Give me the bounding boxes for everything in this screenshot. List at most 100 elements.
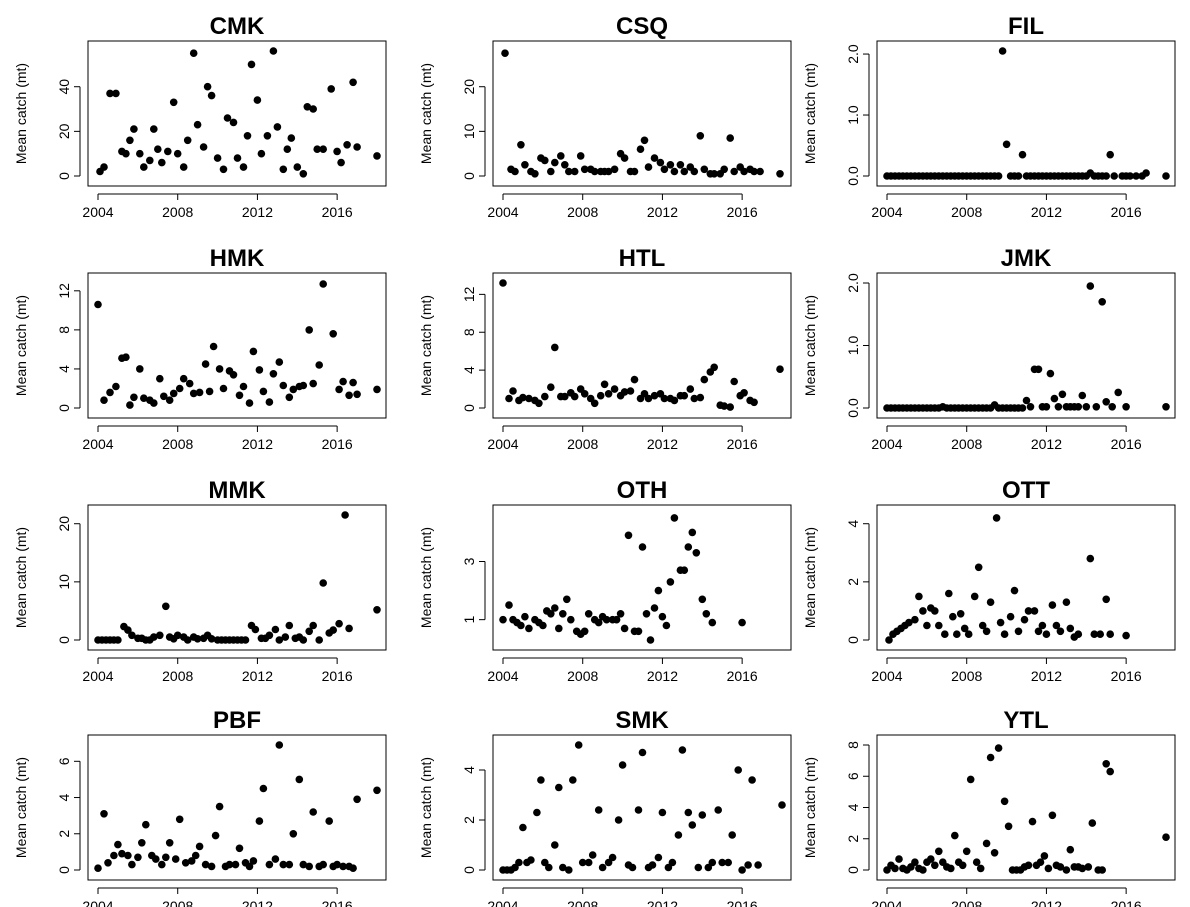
data-point [305, 326, 314, 334]
data-point [499, 279, 507, 287]
data-point [610, 165, 619, 174]
data-point [325, 817, 334, 825]
panel-mmk: MMK 2004 2008 2012 2016 0 10 20 Mean catch (mt) [13, 477, 387, 684]
data-point [960, 624, 969, 633]
data-point [696, 132, 705, 140]
data-point [958, 861, 967, 870]
data-point [590, 167, 599, 176]
data-point [728, 831, 736, 839]
data-point [931, 607, 939, 615]
data-point [670, 514, 679, 522]
data-point [309, 379, 318, 388]
data-point [136, 365, 144, 373]
data-point [702, 610, 711, 618]
x-tick-label: 2016 [322, 898, 353, 907]
data-point [608, 853, 617, 862]
data-point [720, 402, 728, 410]
data-point [561, 161, 569, 169]
data-point [600, 380, 609, 389]
data-point [720, 165, 728, 174]
data-point [1062, 598, 1071, 606]
data-point [289, 830, 298, 838]
x-tick-label: 2004 [871, 898, 902, 907]
data-point [193, 635, 202, 643]
data-point [551, 841, 559, 849]
data-point [700, 375, 709, 384]
x-tick-label: 2012 [647, 668, 678, 684]
data-point [1090, 630, 1099, 638]
y-axis-label: Mean catch (mt) [418, 527, 434, 628]
data-point [614, 816, 623, 824]
data-point [1074, 403, 1083, 411]
data-point [692, 549, 701, 557]
data-point [118, 849, 126, 858]
y-tick-label: 0.0 [845, 166, 861, 186]
data-point [656, 158, 665, 167]
data-point [1002, 140, 1011, 149]
data-point [688, 821, 697, 829]
data-point [265, 631, 274, 640]
data-point [509, 387, 517, 395]
data-point [110, 851, 118, 860]
data-point [1000, 797, 1009, 806]
x-tick-label: 2012 [1031, 898, 1062, 907]
data-point [136, 149, 144, 158]
data-point [341, 511, 349, 519]
data-point [251, 625, 260, 634]
data-point [255, 366, 264, 374]
y-axis-label: Mean catch (mt) [802, 295, 818, 396]
data-point [545, 863, 553, 872]
data-point [329, 626, 338, 634]
plot-frame [876, 40, 1176, 187]
panel-title: JMK [1001, 245, 1052, 272]
plot-frame [87, 40, 387, 187]
data-point [1086, 554, 1095, 563]
data-point [114, 840, 122, 849]
panel-title: FIL [1008, 13, 1044, 40]
x-tick-label: 2008 [567, 898, 598, 907]
data-point [563, 595, 571, 604]
data-point [335, 385, 343, 394]
data-point [1106, 767, 1114, 776]
data-point [245, 862, 254, 871]
data-point [1048, 811, 1057, 820]
data-point [740, 389, 748, 397]
data-point [173, 631, 182, 640]
data-point [698, 595, 707, 604]
data-point [754, 861, 762, 869]
data-point [945, 589, 953, 598]
data-point [299, 381, 308, 390]
data-point [265, 398, 274, 406]
data-point [1014, 172, 1023, 180]
data-point [1098, 298, 1106, 306]
data-point [1056, 863, 1065, 871]
data-point [674, 831, 683, 839]
data-point [289, 385, 298, 394]
x-tick-label: 2016 [1111, 668, 1142, 684]
y-tick-label: 1.0 [845, 105, 861, 125]
y-tick-label: 6 [56, 757, 72, 765]
plot-frame [876, 504, 1176, 651]
data-point [511, 167, 519, 176]
data-point [1022, 396, 1031, 405]
data-point [1020, 615, 1029, 624]
data-point [1004, 822, 1013, 831]
data-point [547, 167, 555, 176]
data-point [154, 145, 162, 153]
data-point [974, 563, 983, 572]
data-point [626, 387, 635, 395]
plot-frame [876, 272, 1176, 419]
data-point [1034, 365, 1043, 374]
data-point [953, 630, 961, 638]
y-tick-label: 10 [461, 123, 477, 139]
data-point [1110, 172, 1118, 180]
data-point [561, 392, 569, 401]
data-point [181, 859, 190, 867]
data-point [966, 775, 975, 784]
data-point [1054, 403, 1063, 411]
data-point [891, 864, 899, 873]
data-point [1028, 817, 1037, 826]
data-point [700, 165, 709, 174]
y-tick-label: 2.0 [845, 44, 861, 64]
y-tick-label: 0 [56, 866, 72, 874]
